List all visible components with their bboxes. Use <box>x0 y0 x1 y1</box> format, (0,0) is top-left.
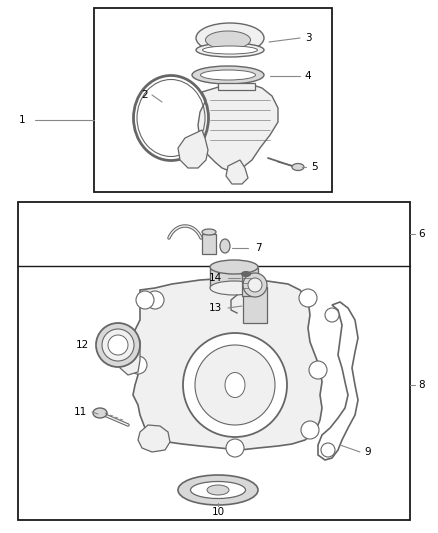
Polygon shape <box>218 83 255 90</box>
Text: 3: 3 <box>305 33 311 43</box>
Bar <box>242 274 251 296</box>
Ellipse shape <box>205 31 251 49</box>
Ellipse shape <box>202 46 258 54</box>
Circle shape <box>183 333 287 437</box>
Circle shape <box>309 361 327 379</box>
Ellipse shape <box>191 481 246 498</box>
Ellipse shape <box>196 43 264 57</box>
Circle shape <box>108 335 128 355</box>
Text: 2: 2 <box>141 90 148 100</box>
Ellipse shape <box>93 408 107 418</box>
Bar <box>202 234 216 254</box>
Ellipse shape <box>196 23 264 53</box>
Circle shape <box>248 278 262 292</box>
Ellipse shape <box>202 229 216 235</box>
Circle shape <box>146 291 164 309</box>
Ellipse shape <box>292 164 304 171</box>
Ellipse shape <box>192 66 264 84</box>
Circle shape <box>301 421 319 439</box>
Text: 14: 14 <box>208 273 222 283</box>
Text: 10: 10 <box>212 507 225 517</box>
Polygon shape <box>128 278 322 450</box>
Text: 8: 8 <box>419 380 425 390</box>
Bar <box>18 202 410 520</box>
Circle shape <box>195 345 275 425</box>
Bar <box>210 268 258 288</box>
Ellipse shape <box>210 281 258 295</box>
Text: 4: 4 <box>305 71 311 81</box>
Circle shape <box>96 323 140 367</box>
Ellipse shape <box>178 475 258 505</box>
Bar <box>94 8 332 192</box>
Circle shape <box>149 431 167 449</box>
Polygon shape <box>226 160 248 184</box>
Circle shape <box>325 308 339 322</box>
Circle shape <box>221 275 239 293</box>
Polygon shape <box>138 425 170 452</box>
Text: 13: 13 <box>208 303 222 313</box>
Ellipse shape <box>241 271 251 277</box>
Circle shape <box>136 291 154 309</box>
Text: 11: 11 <box>74 407 87 417</box>
Ellipse shape <box>210 260 258 274</box>
Text: 7: 7 <box>254 243 261 253</box>
Text: 12: 12 <box>75 340 88 350</box>
Bar <box>243 287 267 323</box>
Polygon shape <box>118 340 140 375</box>
Circle shape <box>102 329 134 361</box>
Text: 9: 9 <box>365 447 371 457</box>
Circle shape <box>243 273 267 297</box>
Text: 6: 6 <box>419 229 425 239</box>
Ellipse shape <box>225 373 245 398</box>
Text: 5: 5 <box>311 162 317 172</box>
Circle shape <box>321 443 335 457</box>
Ellipse shape <box>207 485 229 495</box>
Polygon shape <box>198 83 278 172</box>
Ellipse shape <box>201 70 255 80</box>
Ellipse shape <box>220 239 230 253</box>
Circle shape <box>299 289 317 307</box>
Circle shape <box>226 439 244 457</box>
Polygon shape <box>178 130 208 168</box>
Text: 1: 1 <box>19 115 25 125</box>
Circle shape <box>129 356 147 374</box>
